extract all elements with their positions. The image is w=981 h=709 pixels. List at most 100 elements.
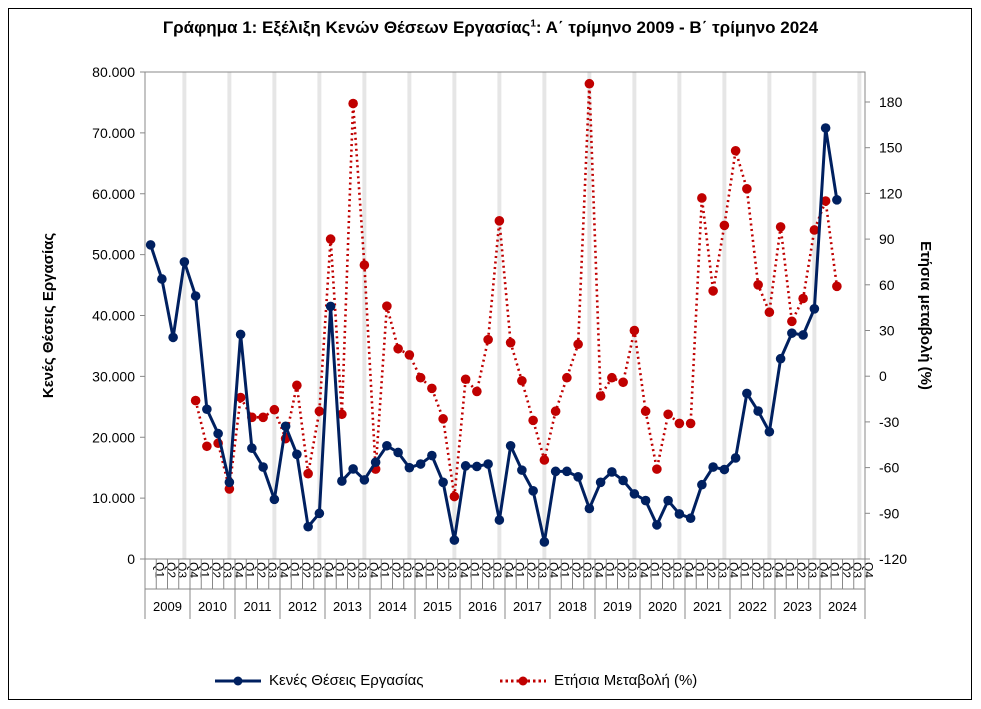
annual-change-point xyxy=(348,98,358,109)
annual-change-point xyxy=(798,293,808,304)
vacancies-point xyxy=(179,257,190,267)
vacancies-point xyxy=(562,466,572,477)
vacancies-point xyxy=(494,515,505,525)
y2-tick-label: 60 xyxy=(879,277,895,293)
year-label: 2018 xyxy=(558,599,587,614)
annual-change-point xyxy=(427,383,437,394)
y-axis-title: Κενές Θέσεις Εργασίας xyxy=(40,233,57,398)
vacancies-point xyxy=(224,477,235,488)
annual-change-point xyxy=(719,220,730,231)
annual-change-point xyxy=(562,372,572,383)
annual-change-line xyxy=(194,82,839,498)
y-tick-label: 20.000 xyxy=(92,429,135,445)
year-label: 2024 xyxy=(828,599,857,614)
vacancies-point xyxy=(393,447,403,458)
annual-change-point xyxy=(314,406,325,417)
annual-change-point xyxy=(595,391,606,401)
y-tick-label: 10.000 xyxy=(92,490,135,506)
year-label: 2009 xyxy=(153,599,182,614)
legend-line-solid xyxy=(215,676,261,685)
annual-change-point xyxy=(359,260,370,270)
vacancies-point xyxy=(753,406,763,416)
annual-change-point xyxy=(258,412,268,423)
annual-change-point xyxy=(742,184,752,194)
vacancies-point xyxy=(258,462,268,472)
vacancies-point xyxy=(517,465,527,475)
y-tick-label: 30.000 xyxy=(92,368,135,384)
annual-change-point xyxy=(550,406,561,417)
y2-tick-label: 0 xyxy=(879,368,887,384)
annual-change-point xyxy=(764,307,775,318)
annual-change-point xyxy=(674,418,685,429)
vacancies-point xyxy=(460,461,471,471)
annual-change-point xyxy=(618,377,628,388)
vacancies-point xyxy=(427,450,437,461)
vacancies-point xyxy=(764,426,775,437)
vacancies-point xyxy=(303,521,313,532)
annual-change-point xyxy=(190,395,201,406)
year-label: 2017 xyxy=(513,599,542,614)
y2-tick-label: 30 xyxy=(879,323,895,339)
year-label: 2016 xyxy=(468,599,497,614)
vacancies-point xyxy=(505,440,516,451)
vacancies-point xyxy=(584,503,595,514)
vacancies-point xyxy=(573,472,583,482)
title-tail: : Α΄ τρίμηνο 2009 - Β΄ τρίμηνο 2024 xyxy=(535,18,819,37)
legend-line-dotted xyxy=(500,676,546,685)
year-label: 2022 xyxy=(738,599,767,614)
annual-change-point xyxy=(269,404,280,415)
annual-change-point xyxy=(528,415,538,426)
y-tick-label: 80.000 xyxy=(92,64,135,80)
vacancies-point xyxy=(472,461,482,472)
year-label: 2023 xyxy=(783,599,812,614)
annual-change-point xyxy=(382,301,392,311)
annual-change-point xyxy=(787,316,797,327)
annual-change-point xyxy=(539,455,550,465)
vacancies-point xyxy=(168,332,178,343)
y-tick-label: 60.000 xyxy=(92,186,135,202)
annual-change-point xyxy=(483,334,493,345)
y2-tick-label: 90 xyxy=(879,231,895,247)
annual-change-point xyxy=(460,374,471,385)
vacancies-point xyxy=(719,464,730,475)
y-tick-label: 50.000 xyxy=(92,247,135,263)
vacancies-line xyxy=(149,126,839,544)
vacancies-point xyxy=(292,449,302,460)
chart-frame xyxy=(8,8,972,700)
annual-change-point xyxy=(697,193,707,203)
year-label: 2021 xyxy=(693,599,722,614)
vacancies-point xyxy=(247,443,257,454)
annual-change-point xyxy=(820,196,831,206)
year-label: 2012 xyxy=(288,599,317,614)
vacancies-point xyxy=(235,329,246,340)
vacancies-point xyxy=(674,509,685,519)
annual-change-point xyxy=(438,414,448,424)
vacancies-point xyxy=(438,477,448,488)
vacancies-point xyxy=(325,301,336,312)
vacancies-point xyxy=(697,479,707,490)
y-tick-label: 0 xyxy=(127,551,135,567)
year-label: 2020 xyxy=(648,599,677,614)
annual-change-point xyxy=(303,468,313,479)
annual-change-point xyxy=(584,78,595,89)
vacancies-point xyxy=(483,459,493,469)
vacancies-point xyxy=(730,453,741,463)
annual-change-point xyxy=(573,339,583,350)
vacancies-point xyxy=(539,537,550,547)
annual-change-point xyxy=(494,216,505,226)
annual-change-point xyxy=(449,491,460,502)
vacancies-point xyxy=(370,457,381,468)
vacancies-point xyxy=(775,353,786,364)
annual-change-point xyxy=(708,286,718,296)
annual-change-point xyxy=(832,281,842,292)
quarter-label: Q4 xyxy=(861,562,875,578)
annual-change-point xyxy=(775,222,786,232)
legend-label: Κενές Θέσεις Εργασίας xyxy=(269,672,424,689)
legend-item-vacancies: Κενές Θέσεις Εργασίας xyxy=(213,672,424,689)
vacancies-point xyxy=(595,477,606,488)
vacancies-point xyxy=(280,421,291,432)
chart-title: Γράφημα 1: Εξέλιξη Κενών Θέσεων Εργασίας… xyxy=(0,18,981,38)
vacancies-point xyxy=(528,486,538,496)
annual-change-point xyxy=(202,441,212,452)
year-label: 2014 xyxy=(378,599,407,614)
